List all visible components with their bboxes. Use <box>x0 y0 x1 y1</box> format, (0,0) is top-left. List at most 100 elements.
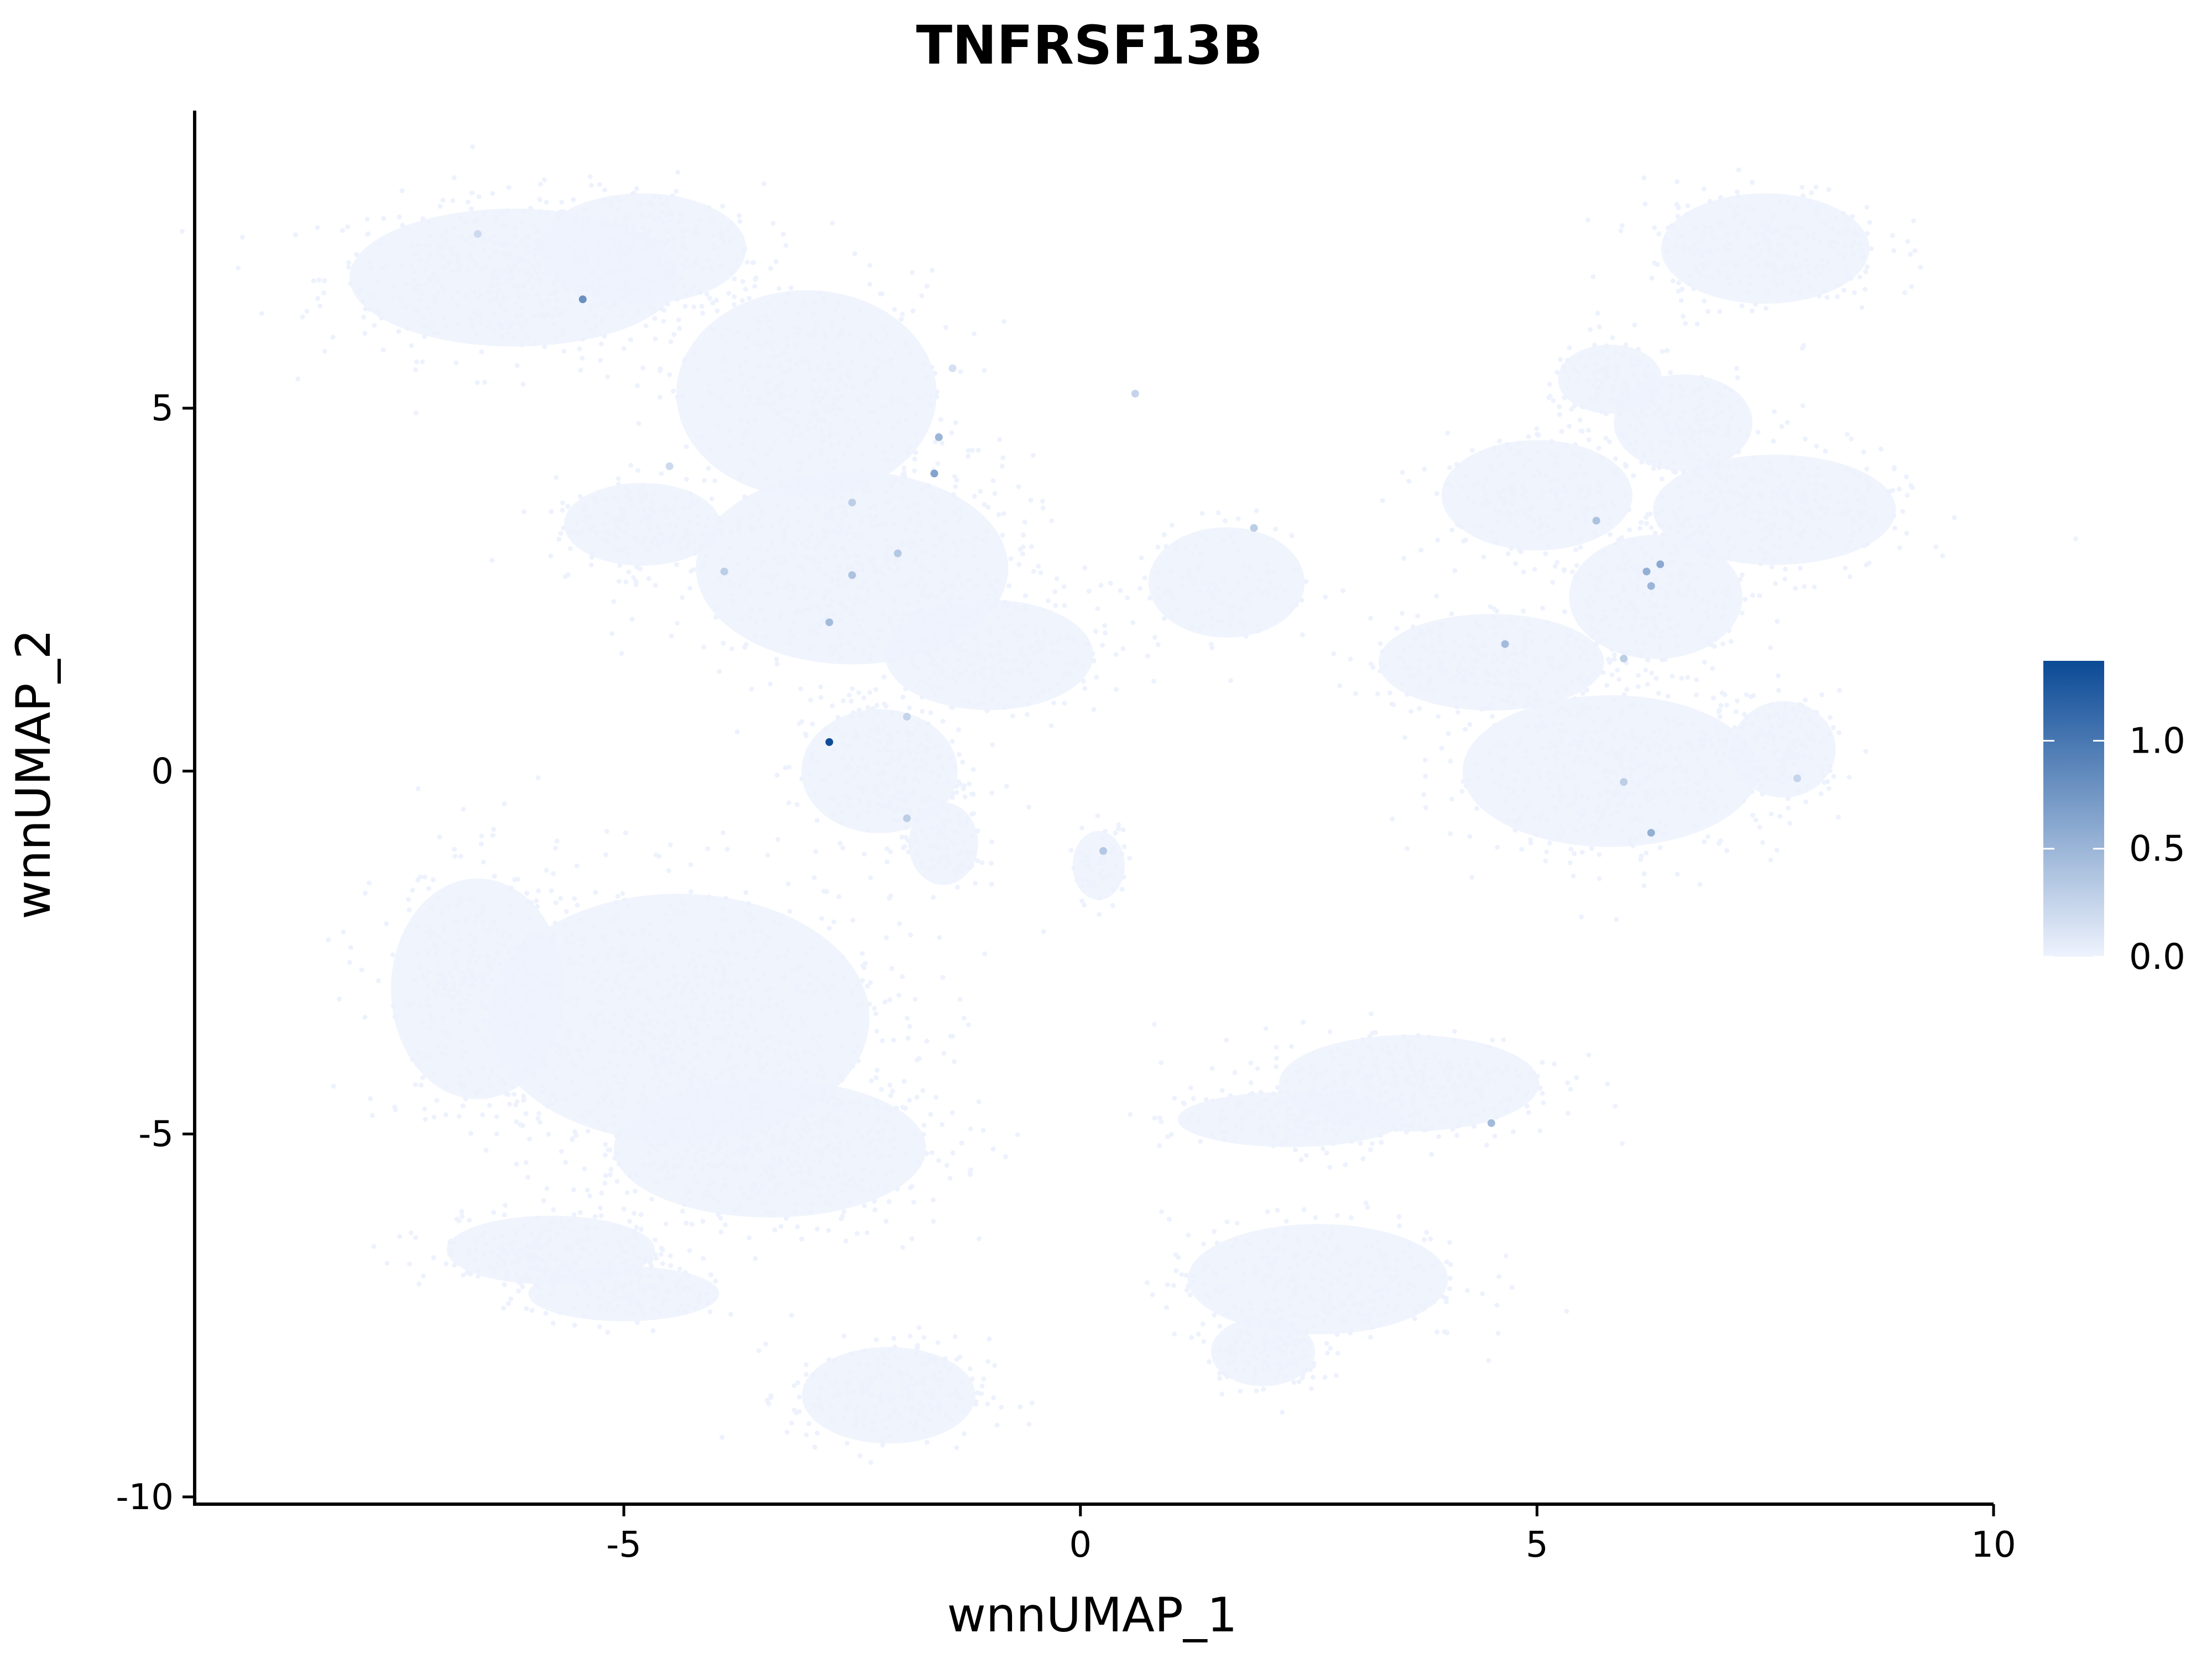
cell-point <box>901 466 906 471</box>
cell-point <box>1642 432 1647 437</box>
cell-point <box>1235 581 1241 586</box>
cell-point <box>593 323 598 328</box>
cell-point <box>516 294 521 299</box>
cell-point <box>422 282 428 288</box>
cell-point <box>1597 324 1602 330</box>
cell-point <box>1663 236 1669 242</box>
cell-point <box>1511 807 1516 812</box>
cell-point <box>906 601 911 606</box>
cell-point <box>463 917 469 923</box>
cell-point <box>1514 650 1519 655</box>
cell-point <box>919 293 925 299</box>
cell-point <box>1686 481 1692 486</box>
cell-point <box>1151 679 1157 684</box>
cell-point <box>518 312 524 318</box>
cell-point <box>1793 714 1799 719</box>
cell-point <box>836 440 841 446</box>
cell-point <box>1526 695 1531 701</box>
cell-point <box>1512 488 1517 493</box>
cell-point <box>924 731 929 737</box>
cell-point <box>800 541 805 546</box>
cell-point <box>1557 412 1562 418</box>
cell-point <box>727 578 733 583</box>
cell-point <box>966 453 971 459</box>
cell-point <box>670 506 675 512</box>
cell-point <box>1491 615 1496 620</box>
cell-point <box>1152 635 1157 640</box>
cell-point <box>846 554 851 559</box>
cell-point <box>561 348 567 354</box>
cell-point <box>1664 596 1670 601</box>
cell-point <box>440 284 446 290</box>
cell-point <box>1834 283 1839 288</box>
cell-point <box>602 529 608 535</box>
cell-point <box>1818 527 1823 533</box>
cell-point <box>1726 488 1732 494</box>
cell-point <box>1580 759 1585 765</box>
cell-point <box>621 310 627 316</box>
cell-point <box>709 216 714 222</box>
cell-point <box>1603 505 1608 511</box>
cell-point <box>456 268 461 274</box>
cell-point <box>758 348 764 354</box>
cell-point <box>316 278 322 283</box>
cell-point <box>1713 635 1719 641</box>
cell-point <box>878 522 884 527</box>
cell-point <box>1818 220 1824 226</box>
cell-point <box>1688 523 1693 529</box>
cell-point <box>698 290 703 295</box>
cell-point <box>1785 510 1791 516</box>
cell-point <box>1654 511 1660 517</box>
cell-point <box>685 545 690 550</box>
cell-point <box>1548 776 1554 782</box>
cell-point <box>892 307 898 312</box>
cell-point <box>790 552 795 557</box>
cell-point <box>883 746 888 752</box>
cell-point <box>368 1096 373 1102</box>
cell-point <box>1719 393 1724 399</box>
cell-point <box>961 697 966 703</box>
cell-point <box>1062 701 1067 706</box>
cell-point <box>1792 267 1798 272</box>
cell-point <box>1793 541 1799 546</box>
cell-point <box>1684 786 1689 792</box>
cell-point <box>1864 205 1870 210</box>
cell-point <box>1192 576 1198 582</box>
cell-point <box>731 601 736 607</box>
cell-point <box>1630 363 1635 369</box>
cell-point <box>1736 734 1741 739</box>
cell-point <box>781 416 786 421</box>
cell-point <box>1788 234 1793 240</box>
cell-point <box>464 238 469 244</box>
cell-point <box>670 388 676 394</box>
cell-point <box>449 252 455 257</box>
cell-point <box>1594 628 1600 634</box>
cell-point <box>898 398 904 403</box>
cell-point <box>1167 590 1173 596</box>
cell-point <box>1452 568 1458 573</box>
cell-point <box>1774 228 1780 233</box>
cell-point <box>1589 822 1594 828</box>
cell-point <box>1863 269 1869 274</box>
cell-point <box>639 212 644 218</box>
cell-point <box>1566 750 1571 755</box>
cell-point <box>887 615 893 621</box>
cell-point <box>1573 442 1578 447</box>
cell-point <box>660 539 666 544</box>
cell-point <box>755 401 760 407</box>
cell-point <box>1651 410 1656 416</box>
cell-point <box>1629 357 1634 363</box>
cell-point <box>972 546 978 552</box>
cell-point <box>982 368 987 373</box>
cell-point <box>1651 802 1657 807</box>
cell-point <box>653 336 658 342</box>
cell-point <box>995 651 1001 656</box>
cell-point <box>1018 650 1023 655</box>
cell-point <box>802 584 807 589</box>
cell-point <box>1039 659 1045 664</box>
cell-point <box>953 609 959 615</box>
cell-point <box>474 914 480 919</box>
cell-point <box>862 340 867 345</box>
cell-point <box>1040 498 1045 504</box>
cell-point <box>1623 566 1628 572</box>
